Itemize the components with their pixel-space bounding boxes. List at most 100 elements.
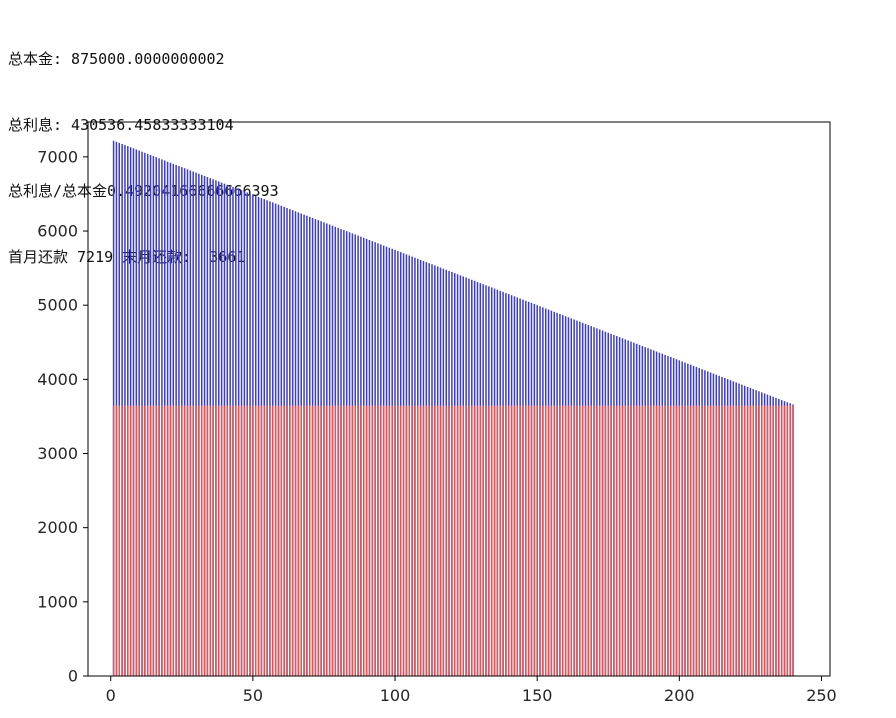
bar-principal — [172, 405, 175, 676]
bar-principal — [320, 405, 322, 676]
bar-principal — [598, 405, 601, 676]
bar-principal — [317, 405, 320, 676]
bar-principal — [368, 405, 371, 676]
bar-principal — [689, 405, 692, 676]
bar-principal — [223, 405, 226, 676]
bar-principal — [436, 405, 439, 676]
bar-principal — [391, 405, 393, 676]
bar-principal — [448, 405, 450, 676]
bar-principal — [667, 405, 669, 676]
bar-principal — [291, 405, 294, 676]
bar-principal — [559, 405, 561, 676]
bar-principal — [476, 405, 479, 676]
bar-principal — [488, 405, 490, 676]
bar-principal — [289, 405, 291, 676]
bar-principal — [235, 405, 237, 676]
bar-principal — [459, 405, 462, 676]
bar-principal — [382, 405, 385, 676]
bar-principal — [550, 405, 553, 676]
bar-principal — [499, 405, 501, 676]
bar-principal — [670, 405, 672, 676]
bar-principal — [132, 405, 135, 676]
bar-principal — [280, 405, 283, 676]
bar-principal — [471, 405, 473, 676]
bar-principal — [761, 405, 763, 676]
bar-principal — [243, 405, 246, 676]
bar-principal — [394, 405, 396, 676]
bar-principal — [206, 405, 209, 676]
bar-principal — [127, 405, 129, 676]
bar-principal — [675, 405, 678, 676]
bar-principal — [164, 405, 166, 676]
bar-principal — [374, 405, 376, 676]
bar-principal — [348, 405, 351, 676]
y-tick-label: 7000 — [37, 147, 78, 166]
bar-principal — [331, 405, 334, 676]
bar-principal — [567, 405, 570, 676]
bar-principal — [516, 405, 519, 676]
bar-principal — [419, 405, 422, 676]
bar-principal — [158, 405, 160, 676]
bar-principal — [218, 405, 220, 676]
bar-principal — [789, 405, 791, 676]
bar-principal — [428, 405, 430, 676]
bar-principal — [508, 405, 510, 676]
bar-principal — [701, 405, 703, 676]
bar-principal — [564, 405, 567, 676]
bar-principal — [769, 405, 772, 676]
bar-principal — [536, 405, 538, 676]
bar-principal — [337, 405, 339, 676]
bar-principal — [283, 405, 285, 676]
bar-principal — [522, 405, 524, 676]
bar-principal — [752, 405, 754, 676]
bar-principal — [405, 405, 408, 676]
bar-principal — [254, 405, 257, 676]
bar-principal — [490, 405, 493, 676]
bar-principal — [792, 405, 794, 676]
bar-principal — [388, 405, 391, 676]
bar-principal — [502, 405, 504, 676]
bar-principal — [726, 405, 729, 676]
bar-principal — [161, 405, 163, 676]
bar-principal — [596, 405, 598, 676]
bar-principal — [277, 405, 280, 676]
bar-principal — [735, 405, 737, 676]
bar-principal — [252, 405, 254, 676]
bar-principal — [624, 405, 627, 676]
bar-principal — [399, 405, 402, 676]
bar-principal — [510, 405, 513, 676]
bar-principal — [684, 405, 686, 676]
bar-principal — [718, 405, 720, 676]
bar-principal — [633, 405, 635, 676]
bar-principal — [712, 405, 715, 676]
bar-principal — [334, 405, 337, 676]
bar-principal — [414, 405, 416, 676]
bar-principal — [340, 405, 342, 676]
x-tick-label: 100 — [380, 686, 411, 705]
bar-principal — [513, 405, 516, 676]
bar-principal — [664, 405, 666, 676]
bar-principal — [246, 405, 248, 676]
bar-principal — [763, 405, 766, 676]
bar-principal — [431, 405, 433, 676]
bar-principal — [297, 405, 300, 676]
bar-principal — [755, 405, 757, 676]
bar-principal — [266, 405, 268, 676]
bar-principal — [681, 405, 683, 676]
y-tick-label: 0 — [68, 667, 78, 686]
bar-principal — [496, 405, 499, 676]
bar-principal — [195, 405, 197, 676]
bar-principal — [345, 405, 348, 676]
bar-principal — [562, 405, 564, 676]
bar-principal — [380, 405, 382, 676]
bar-principal — [442, 405, 445, 676]
bar-principal — [724, 405, 726, 676]
bar-principal — [138, 405, 140, 676]
bar-principal — [766, 405, 769, 676]
bar-principal — [704, 405, 706, 676]
bar-principal — [655, 405, 658, 676]
x-tick-label: 150 — [522, 686, 553, 705]
bar-principal — [525, 405, 527, 676]
